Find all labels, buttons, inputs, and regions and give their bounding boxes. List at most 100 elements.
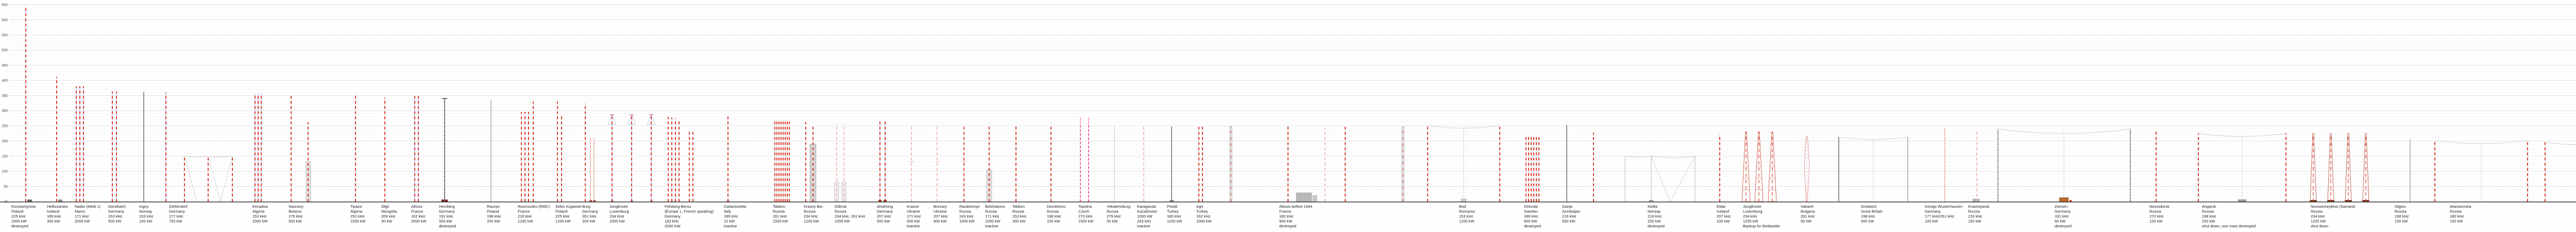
station-label-line: Brovary — [934, 204, 947, 209]
station-label-line: Russia — [2450, 209, 2462, 214]
station-label-line: Ölgii — [381, 204, 389, 209]
station-label-line: 189 kHz — [1524, 214, 1538, 219]
station-label-line: Solec Kujawski — [555, 204, 582, 209]
station-label-line: Germany — [1925, 209, 1941, 214]
station-label-line: Ukraine — [907, 209, 920, 214]
umbrella-wire — [647, 114, 652, 125]
building — [1312, 195, 1317, 202]
station-label-line: destroyed — [2055, 224, 2072, 228]
station-raszyn-before-1945 — [2545, 142, 2546, 202]
guy-wire — [1670, 156, 1696, 202]
station-label-line: 2000 kW — [411, 219, 427, 224]
station-label-line: destroyed — [1524, 224, 1541, 228]
station-odinsk — [836, 124, 844, 202]
y-axis-tick-label: 400 — [2, 79, 8, 82]
station-ganja — [1566, 125, 1594, 202]
station-label-line: Russia — [2395, 209, 2407, 214]
grid-layer — [9, 4, 2576, 199]
station-label-line: 150 kW — [2395, 219, 2408, 224]
station-label-line: Herzberg — [439, 204, 455, 209]
station-label-line: 261 kHz — [1801, 214, 1815, 219]
y-axis-tick-label: 150 — [2, 155, 8, 158]
station-label-line: Norway — [1648, 209, 1661, 214]
station-sasnovy — [291, 95, 309, 202]
station-label-line: destroyed — [1648, 224, 1665, 228]
station-label-line: 191 kHz — [2055, 214, 2069, 219]
station-label-line: Sweden — [1524, 209, 1538, 214]
station-label-line: 180 kHz — [1167, 214, 1181, 219]
station-label-line: Germany — [582, 209, 598, 214]
station-label-line: 30 kW — [381, 219, 393, 224]
station-label-line: 182 kHz — [1279, 214, 1294, 219]
station-label-line: Russia — [1047, 209, 1059, 214]
station-label-line: Russia — [2149, 209, 2162, 214]
station-label-line: Luxemburg — [1743, 209, 1762, 214]
building — [1296, 192, 1312, 202]
station-label-line: 279 kHz — [1107, 214, 1121, 219]
station-label-line: 1000 kW — [959, 219, 975, 224]
station-label-line: Odinsk — [835, 204, 847, 209]
station-label-line: Orlunda — [1524, 204, 1538, 209]
station-label-line: Allouis — [411, 204, 422, 209]
station-label-line: 500 kW — [289, 219, 302, 224]
station-label-line: 153 kHz — [1012, 214, 1027, 219]
station-label-line: 2000 kW — [11, 219, 27, 224]
y-axis-tick-label: 550 — [2, 34, 8, 37]
station-label-line: Krasnoyarsk — [1968, 204, 1990, 209]
station-label-line: (Europe 1, French speaking) — [665, 209, 714, 214]
umbrella-wire — [627, 114, 632, 125]
station-agri — [1198, 126, 1232, 202]
station-label-line: 243 kHz — [959, 214, 974, 219]
station-label-line: 500 kW — [907, 219, 920, 224]
station-label-line: 2500 kW — [773, 219, 789, 224]
station-label-line: Maroc — [75, 209, 86, 214]
station-label-line: Tipaza — [350, 204, 362, 209]
station-label-line: Agri — [1196, 204, 1204, 209]
station-label-line: Klofta — [1648, 204, 1658, 209]
antenna-wire — [2545, 142, 2576, 145]
station-label-line: Russia — [1107, 209, 1119, 214]
station-junglinster — [607, 114, 656, 202]
station-label-line: Russia — [773, 209, 785, 214]
station-label-line: Atamanovka — [2450, 204, 2472, 209]
station-label-line: 600 kW — [1524, 219, 1537, 224]
y-axis-tick-label: 300 — [2, 109, 8, 113]
station-label-line: 1200 kW — [518, 219, 534, 224]
station-label-line: Felsberg-Berus — [665, 204, 691, 209]
station-label-line: Polatli — [1167, 204, 1178, 209]
station-label-line: Roumoules (RMC) — [518, 204, 550, 209]
station-label-line: Azerbaijan — [1562, 209, 1580, 214]
station-label-line: Turkey — [1196, 209, 1208, 214]
station-label-line: 261 kHz — [773, 214, 787, 219]
station-label-line: 171 kHz — [907, 214, 921, 219]
station-krasne — [909, 124, 913, 202]
station-label-line: Algeria — [350, 209, 363, 214]
station-label-line: 191 kHz — [439, 214, 453, 219]
station-taldom-261 — [774, 120, 790, 202]
station-label-line: Russia — [2311, 209, 2323, 214]
station-atamanovka — [2434, 140, 2528, 202]
station-allouis — [414, 95, 419, 202]
station-label-line: 200 kW — [582, 219, 596, 224]
guy-wire — [184, 156, 197, 202]
station-label-line: Dorokhovo — [1047, 204, 1065, 209]
station-label-line: 600 kW — [934, 219, 947, 224]
station-label-line: 189 kHz — [724, 214, 738, 219]
y-axis-tick-label: 650 — [2, 3, 8, 7]
station-label-line: destroyed — [11, 224, 28, 228]
station-label-line: 200 kW — [487, 219, 500, 224]
base-rubble — [27, 200, 32, 202]
y-axis-tick-label: 500 — [2, 49, 8, 53]
station-label-line: 183 kHz — [665, 219, 679, 224]
station-label-line: 209 kHz — [381, 214, 396, 219]
station-label-line: 50 kW — [1801, 219, 1812, 224]
station-label-line: Algeria — [252, 209, 265, 214]
station-label-line: Razdolnoye — [959, 204, 980, 209]
station-label-line: 177 kHz/261 kHz — [1925, 214, 1954, 219]
y-axis-tick-label: 600 — [2, 19, 8, 22]
station-label-line: 150 kW — [1047, 219, 1060, 224]
station-label-line: Droitwich — [1861, 204, 1877, 209]
station-label-line: Germany — [108, 209, 124, 214]
station-label-line: 1000 kW — [835, 219, 851, 224]
station-label-line: Nador (Medi 1) — [75, 204, 101, 209]
